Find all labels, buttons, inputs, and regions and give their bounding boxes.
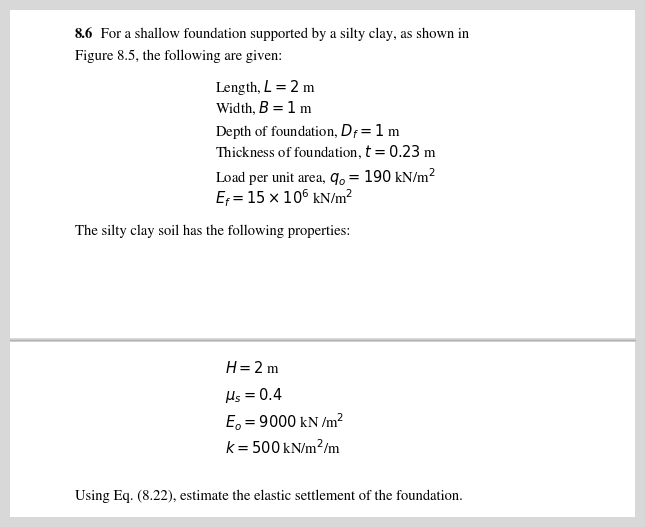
Text: Width, $B = 1$ m: Width, $B = 1$ m	[215, 100, 313, 117]
Text: Figure 8.5, the following are given:: Figure 8.5, the following are given:	[75, 50, 283, 63]
Bar	[10, 10, 635, 338]
Text: Depth of foundation, $D_f = 1$ m: Depth of foundation, $D_f = 1$ m	[215, 122, 401, 141]
Text: 8.6: 8.6	[75, 28, 94, 41]
Text: Load per unit area, $q_o = 190$ kN/m$^2$: Load per unit area, $q_o = 190$ kN/m$^2$	[215, 166, 435, 188]
Text: $k = 500$ kN/m$^2$/m: $k = 500$ kN/m$^2$/m	[225, 438, 341, 457]
Text: For a shallow foundation supported by a silty clay, as shown in: For a shallow foundation supported by a …	[97, 28, 469, 42]
Text: Thickness of foundation, $t = 0.23$ m: Thickness of foundation, $t = 0.23$ m	[215, 144, 437, 161]
Text: $E_o = 9000$ kN /m$^2$: $E_o = 9000$ kN /m$^2$	[225, 412, 344, 433]
Text: Using Eq. (8.22), estimate the elastic settlement of the foundation.: Using Eq. (8.22), estimate the elastic s…	[75, 490, 462, 503]
Text: $\mu_s = 0.4$: $\mu_s = 0.4$	[225, 386, 283, 405]
Text: $E_f = 15 \times 10^6$ kN/m$^2$: $E_f = 15 \times 10^6$ kN/m$^2$	[215, 188, 353, 209]
Text: $H = 2$ m: $H = 2$ m	[225, 360, 281, 376]
Text: The silty clay soil has the following properties:: The silty clay soil has the following pr…	[75, 225, 350, 238]
Text: Length, $L = 2$ m: Length, $L = 2$ m	[215, 78, 316, 97]
Bar	[10, 342, 635, 517]
